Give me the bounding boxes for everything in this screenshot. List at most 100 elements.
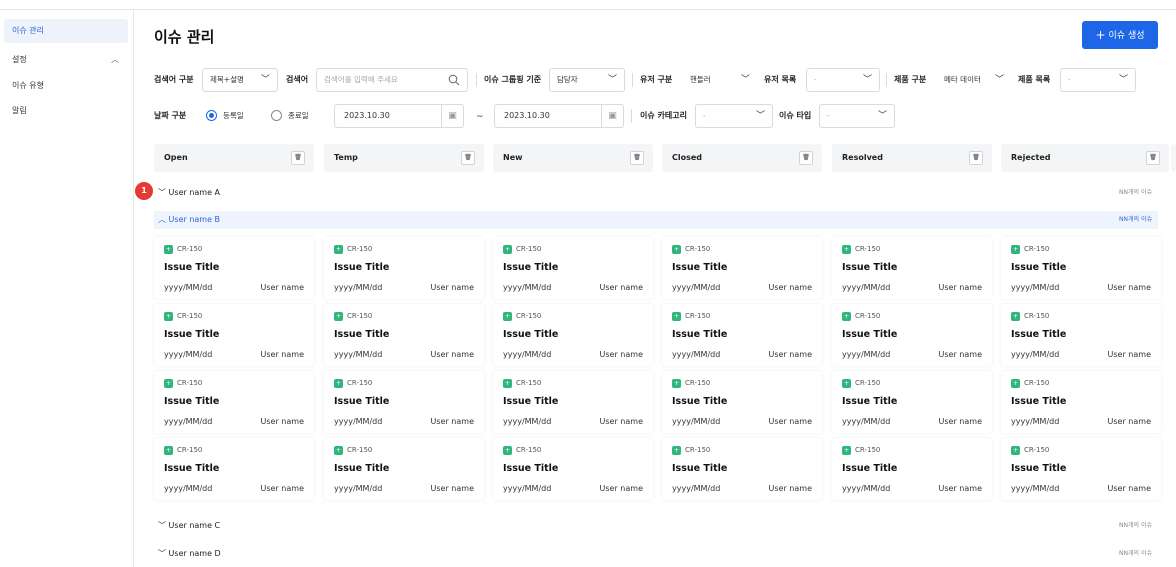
issue-key: CR-150 <box>516 245 542 253</box>
calendar-icon[interactable]: ▣ <box>441 105 463 127</box>
issue-type-icon: + <box>334 312 343 321</box>
issue-card[interactable]: + CR-150 Issue Title yyyy/MM/dd User name <box>154 304 314 366</box>
calendar-icon[interactable]: ▣ <box>601 105 623 127</box>
sidebar-item-issue-management[interactable]: 이슈 관리 <box>4 19 128 43</box>
issue-key: CR-150 <box>347 446 373 454</box>
sidebar-item-notifications[interactable]: 알림 <box>4 99 128 123</box>
issue-key: CR-150 <box>347 245 373 253</box>
issue-date: yyyy/MM/dd <box>503 350 552 359</box>
issue-card[interactable]: + CR-150 Issue Title yyyy/MM/dd User name <box>1001 304 1161 366</box>
issue-title: Issue Title <box>503 396 559 407</box>
issue-title: Issue Title <box>503 262 559 273</box>
issue-key: CR-150 <box>855 312 881 320</box>
issue-date: yyyy/MM/dd <box>164 283 213 292</box>
issue-date: yyyy/MM/dd <box>334 283 383 292</box>
column-header-temp: Temp 🗑 <box>324 144 484 172</box>
issue-title: Issue Title <box>503 329 559 340</box>
issue-title: Issue Title <box>672 396 728 407</box>
issue-user: User name <box>938 283 982 292</box>
group-row-user-d[interactable]: ﹀ User name D NN개의 이슈 <box>154 545 1158 563</box>
create-issue-button[interactable]: + 이슈 생성 <box>1082 21 1158 49</box>
issue-title: Issue Title <box>672 329 728 340</box>
group-row-user-c[interactable]: ﹀ User name C NN개의 이슈 <box>154 517 1158 535</box>
issue-card[interactable]: + CR-150 Issue Title yyyy/MM/dd User name <box>324 237 484 299</box>
radio-registered-date[interactable] <box>206 110 217 121</box>
issue-title: Issue Title <box>842 262 898 273</box>
issue-type-select[interactable]: - ﹀ <box>819 104 895 128</box>
trash-icon[interactable]: 🗑 <box>630 151 644 165</box>
product-list-select[interactable]: - ﹀ <box>1060 68 1136 92</box>
issue-card[interactable]: + CR-150 Issue Title yyyy/MM/dd User name <box>832 438 992 500</box>
trash-icon[interactable]: 🗑 <box>969 151 983 165</box>
issue-card[interactable]: + CR-150 Issue Title yyyy/MM/dd User name <box>662 237 822 299</box>
sidebar-item-settings[interactable]: 설정 ︿ <box>4 48 128 72</box>
plus-icon: + <box>1095 28 1106 42</box>
issue-card[interactable]: + CR-150 Issue Title yyyy/MM/dd User name <box>662 438 822 500</box>
issue-card[interactable]: + CR-150 Issue Title yyyy/MM/dd User name <box>832 237 992 299</box>
product-list-label: 제품 목록 <box>1018 75 1051 84</box>
grouping-select[interactable]: 담당자 ﹀ <box>549 68 625 92</box>
issue-card[interactable]: + CR-150 Issue Title yyyy/MM/dd User name <box>493 438 653 500</box>
issue-card[interactable]: + CR-150 Issue Title yyyy/MM/dd User name <box>154 371 314 433</box>
issue-type-icon: + <box>672 446 681 455</box>
issue-user: User name <box>599 350 643 359</box>
trash-icon[interactable]: 🗑 <box>1146 151 1160 165</box>
issue-card[interactable]: + CR-150 Issue Title yyyy/MM/dd User name <box>832 304 992 366</box>
search-icon[interactable] <box>448 74 460 86</box>
issue-user: User name <box>938 350 982 359</box>
chevron-down-icon: ﹀ <box>994 75 1004 85</box>
issue-type-icon: + <box>503 245 512 254</box>
issue-card[interactable]: + CR-150 Issue Title yyyy/MM/dd User name <box>493 237 653 299</box>
trash-icon[interactable]: 🗑 <box>461 151 475 165</box>
issue-card[interactable]: + CR-150 Issue Title yyyy/MM/dd User name <box>662 371 822 433</box>
date-to-value: 2023.10.30 <box>504 111 550 120</box>
chevron-up-icon: ︿ <box>111 55 119 64</box>
date-to-input[interactable]: 2023.10.30 ▣ <box>494 104 624 128</box>
issue-title: Issue Title <box>842 329 898 340</box>
chevron-down-icon: ﹀ <box>260 75 270 85</box>
trash-icon[interactable]: 🗑 <box>291 151 305 165</box>
divider <box>886 73 887 87</box>
issue-card[interactable]: + CR-150 Issue Title yyyy/MM/dd User name <box>493 371 653 433</box>
product-type-label: 제품 구분 <box>894 75 927 84</box>
issue-card[interactable]: + CR-150 Issue Title yyyy/MM/dd User name <box>493 304 653 366</box>
user-type-label: 유저 구분 <box>640 75 673 84</box>
sidebar: 이슈 관리 설정 ︿ 이슈 유형 알림 <box>0 10 134 567</box>
user-list-select[interactable]: - ﹀ <box>806 68 880 92</box>
group-row-user-b[interactable]: ︿ User name B NN개의 이슈 <box>154 211 1158 229</box>
issue-card[interactable]: + CR-150 Issue Title yyyy/MM/dd User name <box>324 438 484 500</box>
sidebar-item-issue-type[interactable]: 이슈 유형 <box>4 74 128 98</box>
search-input[interactable]: 검색어를 입력해 주세요 <box>316 68 468 92</box>
issue-title: Issue Title <box>1011 463 1067 474</box>
product-type-select[interactable]: 메타 데이터 ﹀ <box>936 68 1012 92</box>
issue-date: yyyy/MM/dd <box>672 417 721 426</box>
search-type-select[interactable]: 제목+설명 ﹀ <box>202 68 278 92</box>
issue-date: yyyy/MM/dd <box>164 417 213 426</box>
date-from-input[interactable]: 2023.10.30 ▣ <box>334 104 464 128</box>
issue-card[interactable]: + CR-150 Issue Title yyyy/MM/dd User name <box>662 304 822 366</box>
product-list-value: - <box>1068 75 1071 84</box>
issue-card[interactable]: + CR-150 Issue Title yyyy/MM/dd User name <box>1001 438 1161 500</box>
radio-end-date[interactable] <box>271 110 282 121</box>
user-type-select[interactable]: 핸들러 ﹀ <box>682 68 758 92</box>
issue-title: Issue Title <box>334 396 390 407</box>
issue-card[interactable]: + CR-150 Issue Title yyyy/MM/dd User name <box>324 371 484 433</box>
column-title: Resolved <box>842 153 883 162</box>
issue-title: Issue Title <box>334 329 390 340</box>
issue-card[interactable]: + CR-150 Issue Title yyyy/MM/dd User name <box>832 371 992 433</box>
issue-card[interactable]: + CR-150 Issue Title yyyy/MM/dd User name <box>1001 371 1161 433</box>
trash-icon[interactable]: 🗑 <box>799 151 813 165</box>
issue-date: yyyy/MM/dd <box>1011 283 1060 292</box>
issue-date: yyyy/MM/dd <box>503 417 552 426</box>
issue-card[interactable]: + CR-150 Issue Title yyyy/MM/dd User name <box>154 237 314 299</box>
issue-user: User name <box>1107 484 1151 493</box>
issue-title: Issue Title <box>164 463 220 474</box>
issue-title: Issue Title <box>334 463 390 474</box>
category-select[interactable]: - ﹀ <box>695 104 773 128</box>
issue-card[interactable]: + CR-150 Issue Title yyyy/MM/dd User name <box>1001 237 1161 299</box>
issue-card[interactable]: + CR-150 Issue Title yyyy/MM/dd User name <box>324 304 484 366</box>
issue-card[interactable]: + CR-150 Issue Title yyyy/MM/dd User name <box>154 438 314 500</box>
issue-type-icon: + <box>1011 379 1020 388</box>
column-title: New <box>503 153 523 162</box>
group-row-user-a[interactable]: ﹀ User name A NN개의 이슈 <box>154 184 1158 202</box>
